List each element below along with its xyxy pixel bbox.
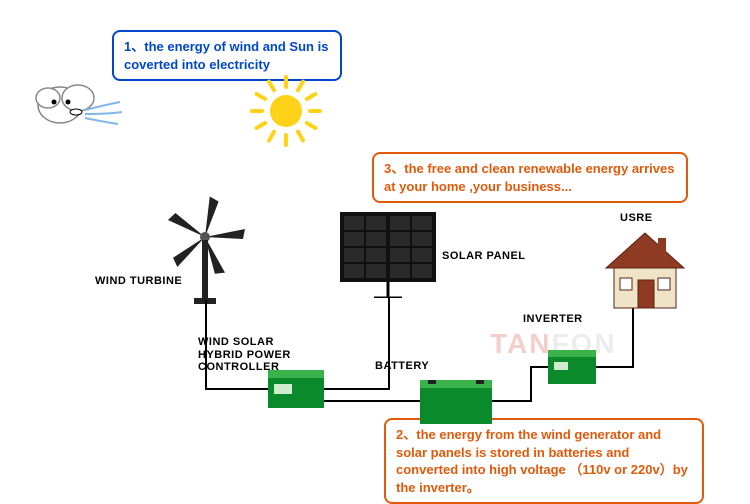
controller-label: WIND SOLAR HYBRID POWER CONTROLLER [198, 336, 293, 374]
solar-panel-icon [340, 212, 436, 303]
wind-turbine-label: WIND TURBINE [95, 275, 182, 287]
wire [205, 388, 268, 390]
inverter-device [548, 350, 596, 389]
solar-panel-label: SOLAR PANEL [442, 250, 526, 262]
wire [388, 298, 390, 388]
wind-cloud-icon [30, 70, 130, 145]
watermark-part1: TAN [490, 328, 551, 359]
sun-icon [250, 75, 322, 147]
callout-3: 3、the free and clean renewable energy ar… [372, 152, 688, 203]
inverter-label: INVERTER [523, 313, 583, 325]
callout-2-text: the energy from the wind generator and s… [396, 427, 688, 495]
wire [492, 400, 532, 402]
battery-label: BATTERY [375, 360, 429, 372]
wire [530, 366, 548, 368]
house-icon [600, 230, 690, 315]
wire [596, 366, 634, 368]
callout-1-text: the energy of wind and Sun is coverted i… [124, 39, 328, 72]
wire [324, 388, 390, 390]
callout-3-num: 3、 [384, 161, 404, 176]
wire [530, 366, 532, 402]
wire [324, 400, 420, 402]
callout-3-text: the free and clean renewable energy arri… [384, 161, 674, 194]
callout-1: 1、the energy of wind and Sun is coverted… [112, 30, 342, 81]
user-label: USRE [620, 212, 653, 224]
callout-2-num: 2、 [396, 427, 416, 442]
callout-1-num: 1、 [124, 39, 144, 54]
callout-2: 2、the energy from the wind generator and… [384, 418, 704, 504]
controller-device [268, 370, 324, 413]
battery-device [420, 380, 492, 429]
